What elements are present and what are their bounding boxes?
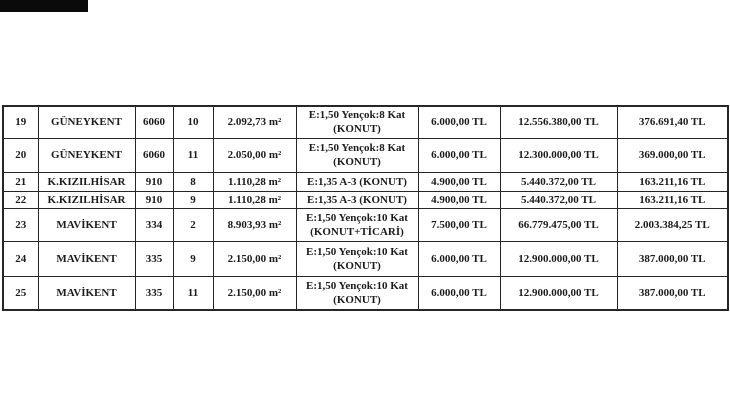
cell-zoning: E:1,50 Yençok:10 Kat (KONUT+TİCARİ) (295, 207, 419, 242)
table-row: 21 K.KIZILHİSAR 910 8 1.110,28 m² E:1,35 A-3 … (2, 171, 729, 192)
listing-table-body: 19 GÜNEYKENT 6060 10 2.092,73 m² E:1,50 Yenço… (2, 105, 729, 311)
cell-no: 25 (2, 275, 39, 311)
cell-district: MAVİKENT (37, 240, 136, 277)
cell-deposit: 376.691,40 TL (616, 105, 729, 139)
cell-no: 21 (2, 171, 39, 192)
cell-total-price: 5.440.372,00 TL (499, 171, 618, 192)
cell-deposit: 387.000,00 TL (616, 240, 729, 277)
cell-district: K.KIZILHİSAR (37, 171, 136, 192)
cell-block: 6060 (134, 105, 174, 139)
cell-lot: 9 (172, 240, 214, 277)
cell-no: 22 (2, 190, 39, 209)
cell-zoning: E:1,35 A-3 (KONUT) (295, 190, 419, 209)
table-row: 19 GÜNEYKENT 6060 10 2.092,73 m² E:1,50 Yenço… (2, 105, 729, 139)
cell-no: 23 (2, 207, 39, 242)
cell-no: 24 (2, 240, 39, 277)
cell-lot: 9 (172, 190, 214, 209)
cell-area: 2.150,00 m² (212, 275, 297, 311)
cell-block: 910 (134, 190, 174, 209)
cell-district: GÜNEYKENT (37, 137, 136, 173)
cell-deposit: 387.000,00 TL (616, 275, 729, 311)
cell-block: 335 (134, 275, 174, 311)
table-row: 24 MAVİKENT 335 9 2.150,00 m² E:1,50 Yençok:1… (2, 240, 729, 277)
cell-area: 1.110,28 m² (212, 171, 297, 192)
cell-deposit: 163.211,16 TL (616, 171, 729, 192)
cell-unit-price: 6.000,00 TL (417, 240, 501, 277)
cell-district: GÜNEYKENT (37, 105, 136, 139)
cell-area: 2.150,00 m² (212, 240, 297, 277)
cell-area: 8.903,93 m² (212, 207, 297, 242)
cell-block: 335 (134, 240, 174, 277)
cell-deposit: 163.211,16 TL (616, 190, 729, 209)
listing-table-container: 19 GÜNEYKENT 6060 10 2.092,73 m² E:1,50 Yenço… (2, 105, 729, 311)
cell-lot: 10 (172, 105, 214, 139)
cell-block: 6060 (134, 137, 174, 173)
land-listing-table: 19 GÜNEYKENT 6060 10 2.092,73 m² E:1,50 Yenço… (2, 105, 729, 311)
cell-unit-price: 4.900,00 TL (417, 171, 501, 192)
cell-zoning: E:1,50 Yençok:10 Kat (KONUT) (295, 240, 419, 277)
cell-deposit: 369.000,00 TL (616, 137, 729, 173)
cell-area: 2.092,73 m² (212, 105, 297, 139)
cell-total-price: 12.300.000,00 TL (499, 137, 618, 173)
cell-total-price: 12.900.000,00 TL (499, 240, 618, 277)
cell-lot: 2 (172, 207, 214, 242)
cell-zoning: E:1,35 A-3 (KONUT) (295, 171, 419, 192)
cell-area: 1.110,28 m² (212, 190, 297, 209)
cell-block: 910 (134, 171, 174, 192)
cell-no: 19 (2, 105, 39, 139)
cell-total-price: 12.556.380,00 TL (499, 105, 618, 139)
cell-zoning: E:1,50 Yençok:10 Kat (KONUT) (295, 275, 419, 311)
cell-total-price: 66.779.475,00 TL (499, 207, 618, 242)
cell-district: MAVİKENT (37, 275, 136, 311)
cell-deposit: 2.003.384,25 TL (616, 207, 729, 242)
cell-unit-price: 6.000,00 TL (417, 275, 501, 311)
table-row: 20 GÜNEYKENT 6060 11 2.050,00 m² E:1,50 Yenço… (2, 137, 729, 173)
cell-area: 2.050,00 m² (212, 137, 297, 173)
cell-unit-price: 6.000,00 TL (417, 105, 501, 139)
cell-lot: 11 (172, 275, 214, 311)
cell-district: K.KIZILHİSAR (37, 190, 136, 209)
cell-lot: 8 (172, 171, 214, 192)
cell-lot: 11 (172, 137, 214, 173)
table-row: 23 MAVİKENT 334 2 8.903,93 m² E:1,50 Yençok:1… (2, 207, 729, 242)
cell-no: 20 (2, 137, 39, 173)
cell-district: MAVİKENT (37, 207, 136, 242)
cell-unit-price: 7.500,00 TL (417, 207, 501, 242)
cell-total-price: 12.900.000,00 TL (499, 275, 618, 311)
cell-zoning: E:1,50 Yençok:8 Kat (KONUT) (295, 137, 419, 173)
corner-black-bar (0, 0, 88, 12)
table-row: 25 MAVİKENT 335 11 2.150,00 m² E:1,50 Yençok:… (2, 275, 729, 311)
cell-unit-price: 6.000,00 TL (417, 137, 501, 173)
cell-unit-price: 4.900,00 TL (417, 190, 501, 209)
cell-zoning: E:1,50 Yençok:8 Kat (KONUT) (295, 105, 419, 139)
table-row: 22 K.KIZILHİSAR 910 9 1.110,28 m² E:1,35 A-3 … (2, 190, 729, 209)
cell-total-price: 5.440.372,00 TL (499, 190, 618, 209)
cell-block: 334 (134, 207, 174, 242)
